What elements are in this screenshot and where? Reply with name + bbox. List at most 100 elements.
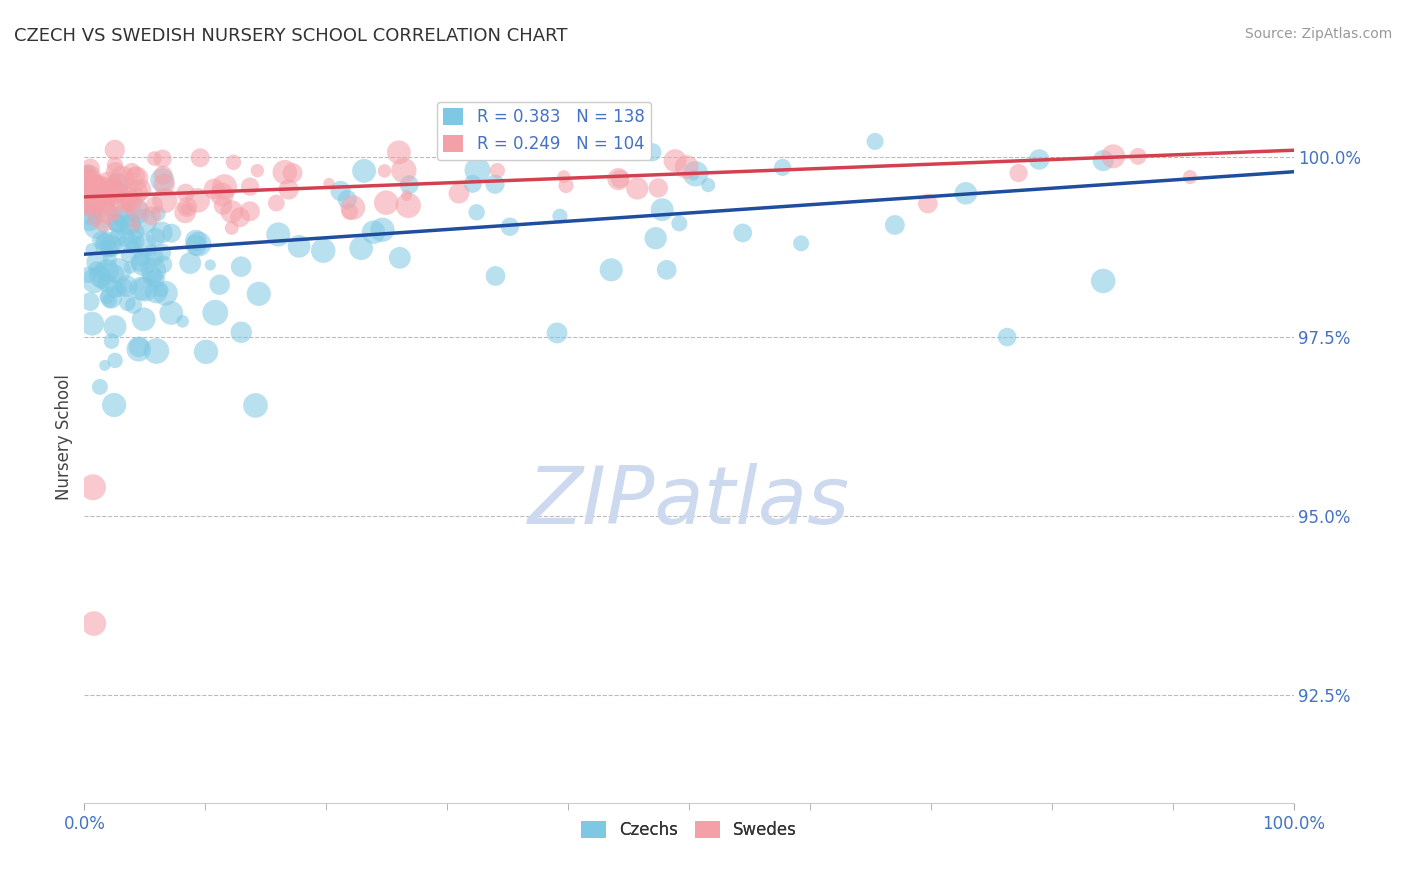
Point [93, 178, 115, 193]
Point [790, 236, 813, 251]
Point [128, 340, 150, 354]
Point [96, 238, 118, 252]
Point [124, 218, 146, 232]
Point [134, 282, 156, 296]
Point [90, 233, 112, 247]
Point [93, 201, 115, 215]
Point [160, 306, 183, 320]
Point [281, 166, 304, 180]
Point [212, 199, 235, 213]
Point [104, 165, 127, 179]
Y-axis label: Nursery School: Nursery School [55, 374, 73, 500]
Point [398, 178, 420, 192]
Point [883, 218, 905, 232]
Point [371, 223, 394, 237]
Point [117, 296, 139, 310]
Point [1028, 153, 1050, 167]
Point [83, 194, 105, 208]
Point [214, 179, 236, 194]
Point [76, 167, 98, 181]
Point [76, 195, 98, 210]
Point [143, 198, 166, 212]
Point [84, 212, 107, 227]
Point [107, 214, 129, 228]
Point [266, 196, 288, 211]
Point [184, 238, 207, 252]
Point [312, 244, 335, 258]
Point [160, 226, 183, 240]
Point [1007, 166, 1029, 180]
Point [121, 235, 143, 249]
Point [145, 230, 167, 244]
Point [675, 160, 697, 174]
Point [108, 283, 131, 297]
Point [84, 198, 107, 212]
Point [142, 263, 165, 277]
Point [89, 269, 111, 284]
Point [79, 213, 101, 227]
Point [141, 243, 163, 257]
Point [246, 163, 269, 178]
Point [200, 258, 222, 272]
Point [155, 286, 177, 301]
Point [104, 353, 127, 368]
Point [103, 282, 125, 296]
Legend: Czechs, Swedes: Czechs, Swedes [574, 814, 804, 846]
Point [204, 306, 226, 320]
Point [105, 216, 128, 230]
Point [229, 211, 252, 225]
Point [129, 183, 152, 197]
Point [79, 175, 101, 189]
Point [668, 216, 690, 230]
Point [318, 177, 340, 191]
Point [187, 237, 209, 252]
Point [89, 188, 111, 202]
Point [104, 319, 127, 334]
Point [98, 252, 121, 267]
Point [153, 178, 176, 192]
Point [112, 210, 135, 224]
Point [100, 291, 122, 305]
Point [83, 616, 105, 631]
Point [184, 234, 207, 248]
Point [395, 188, 418, 202]
Point [150, 245, 173, 260]
Point [179, 256, 201, 270]
Point [174, 186, 197, 200]
Point [239, 204, 262, 219]
Point [80, 243, 103, 257]
Point [108, 191, 131, 205]
Point [112, 280, 135, 294]
Point [79, 161, 101, 175]
Point [96, 205, 118, 219]
Point [641, 145, 664, 160]
Point [98, 293, 121, 308]
Point [626, 181, 648, 195]
Point [90, 261, 112, 276]
Point [86, 178, 108, 193]
Point [97, 263, 120, 277]
Point [82, 172, 104, 186]
Point [486, 163, 509, 178]
Point [83, 274, 105, 288]
Point [600, 263, 623, 277]
Point [125, 202, 148, 216]
Point [336, 193, 359, 207]
Point [274, 165, 297, 179]
Point [122, 298, 145, 312]
Point [96, 290, 118, 304]
Point [103, 398, 125, 412]
Point [651, 202, 673, 217]
Point [202, 182, 225, 196]
Point [231, 326, 253, 340]
Point [131, 252, 153, 266]
Point [731, 226, 754, 240]
Point [350, 241, 373, 255]
Point [593, 143, 616, 157]
Point [375, 195, 398, 210]
Point [94, 185, 117, 199]
Point [329, 184, 352, 198]
Point [90, 273, 112, 287]
Point [79, 169, 101, 184]
Point [609, 172, 631, 186]
